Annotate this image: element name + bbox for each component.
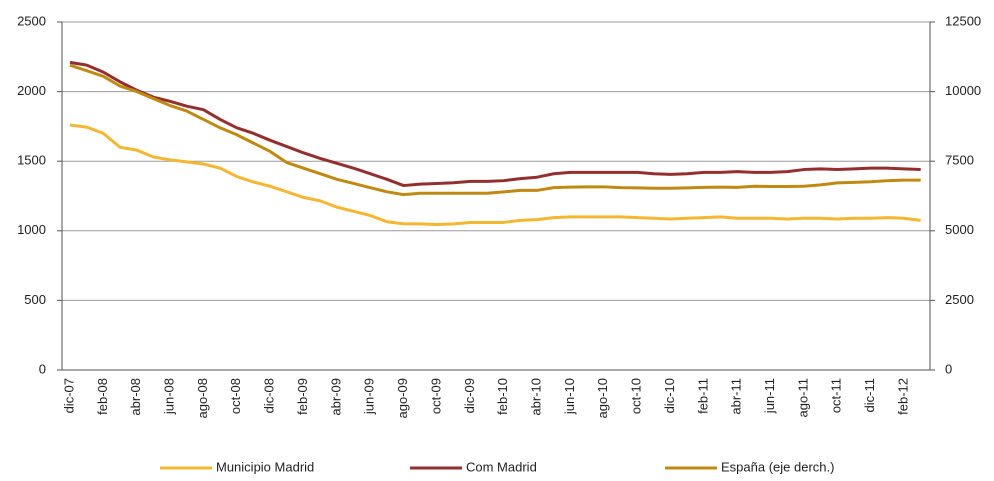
x-tick-label: oct-08 (228, 378, 243, 414)
legend-label: Com Madrid (466, 459, 537, 474)
x-tick-label: feb-08 (95, 378, 110, 415)
x-tick-label: feb-12 (895, 378, 910, 415)
y-tick-label: 2500 (17, 13, 46, 28)
x-tick-label: oct-11 (829, 378, 844, 413)
x-tick-label: dic-08 (262, 378, 277, 413)
x-tick-label: oct-09 (428, 378, 443, 414)
y2-tick-label: 12500 (945, 13, 981, 28)
y2-tick-label: 7500 (945, 153, 974, 168)
x-tick-label: jun-11 (762, 378, 777, 414)
y2-tick-label: 10000 (945, 83, 981, 98)
x-tick-label: ago-08 (195, 378, 210, 418)
x-tick-label: feb-09 (295, 378, 310, 415)
x-tick-label: oct-10 (629, 378, 644, 414)
series-line (69, 60, 921, 188)
x-tick-label: ago-11 (795, 378, 810, 418)
y-tick-label: 2000 (17, 83, 46, 98)
x-tick-label: jun-09 (362, 378, 377, 415)
x-tick-label: jun-10 (562, 378, 577, 415)
x-tick-label: ago-10 (595, 378, 610, 418)
x-tick-label: dic-11 (862, 378, 877, 412)
y-tick-label: 1500 (17, 153, 46, 168)
x-tick-label: dic-07 (61, 378, 76, 413)
legend-label: España (eje derch.) (721, 459, 834, 474)
x-tick-label: abr-11 (729, 378, 744, 415)
series-line (69, 63, 921, 197)
y2-tick-label: 5000 (945, 222, 974, 237)
x-tick-label: jun-08 (162, 378, 177, 415)
x-tick-label: dic-10 (662, 378, 677, 413)
y2-tick-label: 0 (945, 361, 952, 376)
y-tick-label: 1000 (17, 222, 46, 237)
x-tick-label: feb-10 (495, 378, 510, 415)
x-tick-label: ago-09 (395, 378, 410, 418)
x-tick-label: dic-09 (462, 378, 477, 413)
y-tick-label: 500 (24, 292, 46, 307)
y2-tick-label: 2500 (945, 292, 974, 307)
x-tick-label: abr-09 (328, 378, 343, 416)
x-tick-label: abr-10 (528, 378, 543, 416)
legend-label: Municipio Madrid (216, 459, 314, 474)
y-tick-label: 0 (39, 361, 46, 376)
x-tick-label: abr-08 (128, 378, 143, 416)
series-line (69, 123, 921, 227)
x-tick-label: feb-11 (695, 378, 710, 414)
